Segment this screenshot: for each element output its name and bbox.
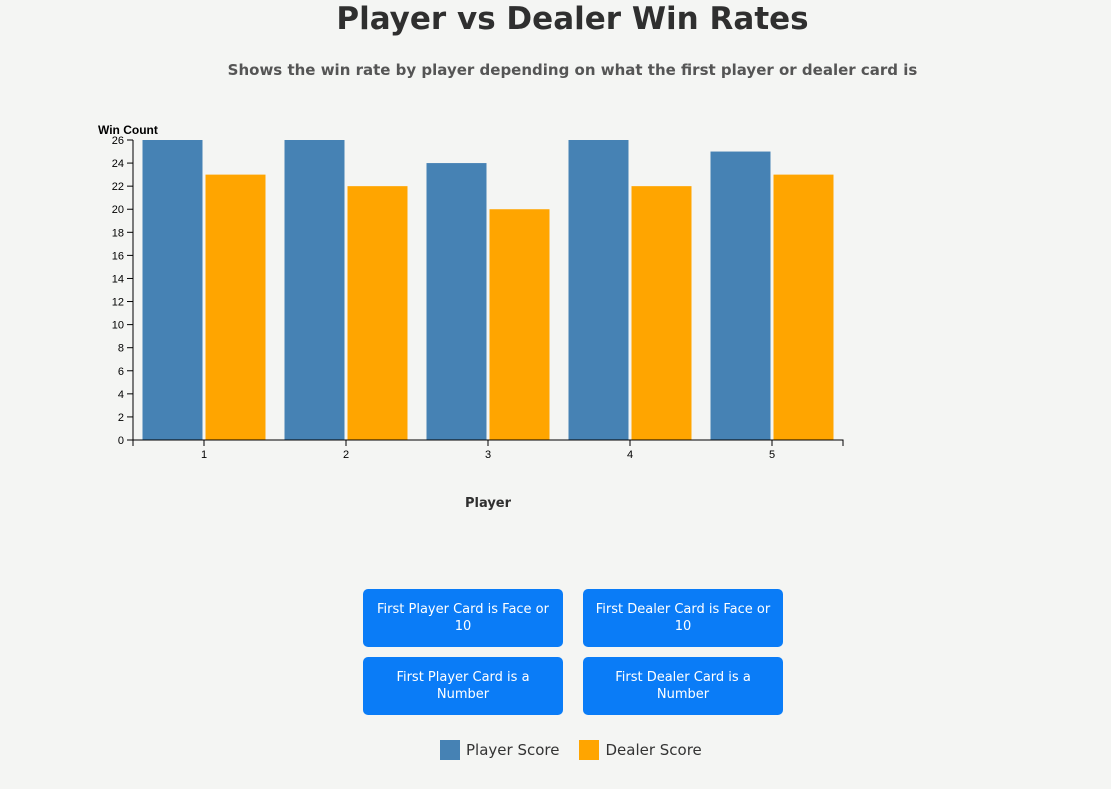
y-tick-label-22: 22 [112, 181, 124, 193]
bar-player-5 [710, 151, 771, 441]
y-tick-label-2: 2 [118, 412, 124, 424]
first-dealer-card-number-button[interactable]: First Dealer Card is a Number [583, 657, 783, 715]
x-tick-label-1: 1 [201, 449, 207, 461]
y-tick-label-14: 14 [112, 273, 124, 285]
x-tick-label-5: 5 [769, 449, 775, 461]
legend: Player Score Dealer Score [440, 740, 722, 760]
y-axis-label: Win Count [98, 123, 158, 137]
x-tick-label-2: 2 [343, 449, 349, 461]
legend-label-player: Player Score [466, 741, 560, 759]
x-tick-label-3: 3 [485, 449, 491, 461]
y-tick-label-4: 4 [118, 389, 124, 401]
page-subtitle: Shows the win rate by player depending o… [227, 61, 918, 79]
y-tick-label-8: 8 [118, 343, 124, 355]
legend-swatch-player [440, 740, 460, 760]
y-tick-label-26: 26 [112, 135, 124, 147]
legend-item-dealer: Dealer Score [579, 740, 702, 760]
bar-player-3 [426, 163, 487, 441]
bar-dealer-4 [631, 186, 692, 440]
y-tick-label-16: 16 [112, 250, 124, 262]
bar-player-2 [284, 140, 345, 440]
legend-swatch-dealer [579, 740, 600, 760]
y-tick-label-12: 12 [112, 297, 124, 309]
legend-item-player: Player Score [440, 740, 559, 760]
y-tick-label-24: 24 [112, 158, 124, 170]
bar-player-4 [568, 140, 629, 440]
bar-dealer-3 [489, 209, 550, 440]
bar-dealer-1 [205, 174, 266, 440]
x-axis-label: Player [464, 496, 512, 511]
bar-player-1 [142, 140, 203, 440]
y-tick-label-20: 20 [112, 204, 124, 216]
first-dealer-card-face-button[interactable]: First Dealer Card is Face or 10 [583, 589, 783, 647]
bar-dealer-2 [347, 186, 408, 440]
first-player-card-face-button[interactable]: First Player Card is Face or 10 [363, 589, 563, 647]
x-tick-label-4: 4 [627, 449, 633, 461]
page-title: Player vs Dealer Win Rates [336, 1, 809, 37]
y-tick-label-6: 6 [118, 366, 124, 378]
y-tick-label-10: 10 [112, 320, 124, 332]
legend-label-dealer: Dealer Score [605, 741, 702, 759]
bar-dealer-5 [773, 174, 834, 440]
y-tick-label-0: 0 [118, 435, 124, 447]
y-tick-label-18: 18 [112, 227, 124, 239]
first-player-card-number-button[interactable]: First Player Card is a Number [363, 657, 563, 715]
